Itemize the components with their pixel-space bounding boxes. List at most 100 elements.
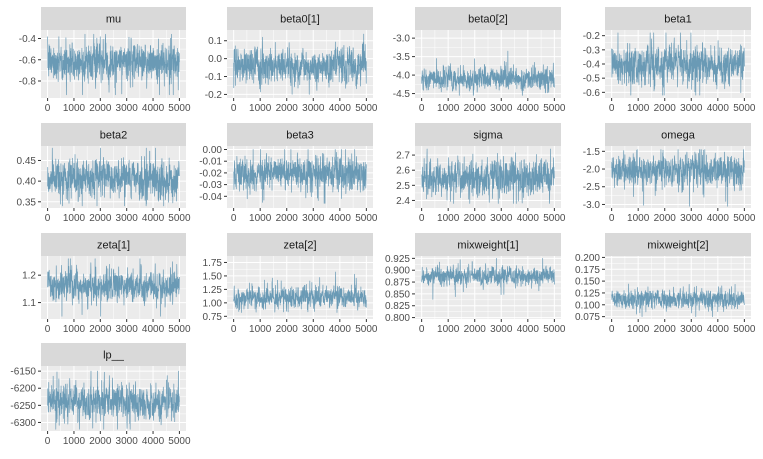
x-tick-label: 5000 [355, 213, 378, 224]
x-tick-label: 1000 [437, 324, 460, 335]
y-tick-label: 1.1 [22, 298, 36, 309]
y-tick-label: 0.1 [208, 36, 222, 47]
x-tick-label: 1000 [63, 436, 86, 447]
x-tick-label: 4000 [517, 103, 540, 114]
trace-series-line [233, 149, 367, 204]
y-tick-label: -6300 [10, 418, 36, 429]
x-tick-label: 1000 [627, 324, 650, 335]
x-tick-label: 5000 [733, 213, 756, 224]
x-tick-label: 3000 [680, 324, 703, 335]
x-tick-label: 1000 [249, 213, 272, 224]
x-tick-label: 3000 [302, 103, 325, 114]
facet-panel-zeta-2: zeta[2] 1.75 1.50 1.25 1.00 0.75 0 1000 2000 3000… [203, 233, 378, 335]
y-tick-label: 1.00 [203, 298, 223, 309]
facet-panel-beta1: beta1 -0.2 -0.3 -0.4 -0.5 -0.6 0 1000 2000 3000 40… [583, 7, 756, 114]
x-tick-label: 1000 [63, 324, 86, 335]
facet-strip [41, 7, 186, 30]
x-tick-label: 5000 [168, 436, 191, 447]
y-tick-label: 0.075 [575, 312, 600, 323]
x-tick-label: 3000 [116, 324, 139, 335]
facet-panel-beta0-1: beta0[1] 0.1 0.0 -0.1 -0.2 0 1000 2000 3000 4000 5… [205, 7, 378, 114]
y-tick-label: 0.825 [385, 301, 410, 312]
x-tick-label: 1000 [249, 324, 272, 335]
y-tick-label: 0.175 [575, 265, 600, 276]
y-tick-label: -0.02 [199, 168, 222, 179]
x-tick-label: 2000 [276, 213, 299, 224]
x-tick-label: 0 [419, 213, 425, 224]
y-tick-label: -0.2 [583, 31, 601, 42]
facet-strip [605, 233, 751, 256]
x-tick-label: 2000 [464, 213, 487, 224]
y-tick-label: -3.0 [393, 34, 411, 45]
trace-series-line [47, 147, 180, 207]
x-tick-label: 0 [45, 324, 51, 335]
x-tick-label: 0 [419, 324, 425, 335]
y-tick-label: -3.5 [393, 52, 411, 63]
x-tick-label: 3000 [490, 324, 513, 335]
trace-series-line [233, 33, 367, 95]
x-tick-label: 2000 [654, 103, 677, 114]
y-tick-label: -2.0 [583, 165, 601, 176]
x-tick-label: 4000 [329, 103, 352, 114]
x-tick-label: 5000 [543, 324, 566, 335]
y-tick-label: -0.1 [205, 72, 223, 83]
x-tick-label: 3000 [490, 103, 513, 114]
y-tick-label: 0.850 [385, 289, 410, 300]
x-tick-label: 2000 [654, 324, 677, 335]
x-tick-label: 0 [45, 436, 51, 447]
y-tick-label: 1.2 [22, 271, 36, 282]
x-tick-label: 3000 [302, 213, 325, 224]
x-tick-label: 0 [419, 103, 425, 114]
y-tick-label: -0.8 [19, 77, 37, 88]
x-tick-label: 3000 [116, 103, 139, 114]
facet-strip-label: beta3 [286, 130, 314, 142]
y-tick-label: -4.0 [393, 71, 411, 82]
y-tick-label: -0.01 [199, 157, 222, 168]
trace-series-line [611, 283, 745, 317]
x-tick-label: 3000 [680, 213, 703, 224]
trace-series-line [421, 258, 555, 300]
y-tick-label: -6150 [10, 367, 36, 378]
facet-panel-omega: omega -1.5 -2.0 -2.5 -3.0 0 1000 2000 3000 4000 50… [583, 123, 756, 224]
y-tick-label: 1.25 [203, 285, 223, 296]
trace-series-line [47, 33, 180, 96]
x-tick-label: 4000 [142, 213, 165, 224]
facet-strip [605, 123, 751, 146]
trace-series-line [233, 271, 367, 313]
trace-series-line [421, 50, 555, 96]
x-tick-label: 3000 [680, 103, 703, 114]
facet-strip [41, 123, 186, 146]
x-tick-label: 1000 [627, 213, 650, 224]
x-tick-label: 0 [45, 213, 51, 224]
y-tick-label: 0.900 [385, 266, 410, 277]
x-tick-label: 0 [609, 213, 615, 224]
trace-series-line [611, 32, 745, 96]
x-tick-label: 4000 [142, 324, 165, 335]
facet-strip-label: zeta[2] [283, 240, 316, 252]
y-tick-label: 2.4 [396, 196, 410, 207]
trace-series-line [47, 258, 180, 317]
y-tick-label: 0.150 [575, 277, 600, 288]
y-tick-label: -1.5 [583, 147, 601, 158]
x-tick-label: 4000 [517, 324, 540, 335]
facet-panel-lp: lp__ -6150 -6200 -6250 -6300 0 1000 2000 3000 400… [10, 343, 191, 447]
y-tick-label: -3.0 [583, 200, 601, 211]
facet-panel-beta0-2: beta0[2] -3.0 -3.5 -4.0 -4.5 0 1000 2000 3000 400… [393, 7, 566, 114]
facet-panel-zeta-1: zeta[1] 1.2 1.1 0 1000 2000 3000 4000 5000 [22, 233, 191, 335]
facet-strip [415, 233, 561, 256]
x-tick-label: 0 [609, 324, 615, 335]
x-tick-label: 5000 [733, 103, 756, 114]
x-tick-label: 0 [231, 324, 237, 335]
facet-panel-beta2: beta2 0.45 0.40 0.35 0 1000 2000 3000 4000 5000 [17, 123, 191, 224]
x-tick-label: 1000 [249, 103, 272, 114]
facet-panel-mixweight-2: mixweight[2] 0.2000.1750.1500.1250.1000.0… [575, 233, 756, 335]
y-tick-label: -6250 [10, 401, 36, 412]
x-tick-label: 5000 [355, 103, 378, 114]
facet-strip [41, 233, 186, 256]
x-tick-label: 2000 [89, 103, 112, 114]
x-tick-label: 5000 [543, 103, 566, 114]
x-tick-label: 5000 [733, 324, 756, 335]
x-tick-label: 2000 [89, 213, 112, 224]
x-tick-label: 2000 [654, 213, 677, 224]
